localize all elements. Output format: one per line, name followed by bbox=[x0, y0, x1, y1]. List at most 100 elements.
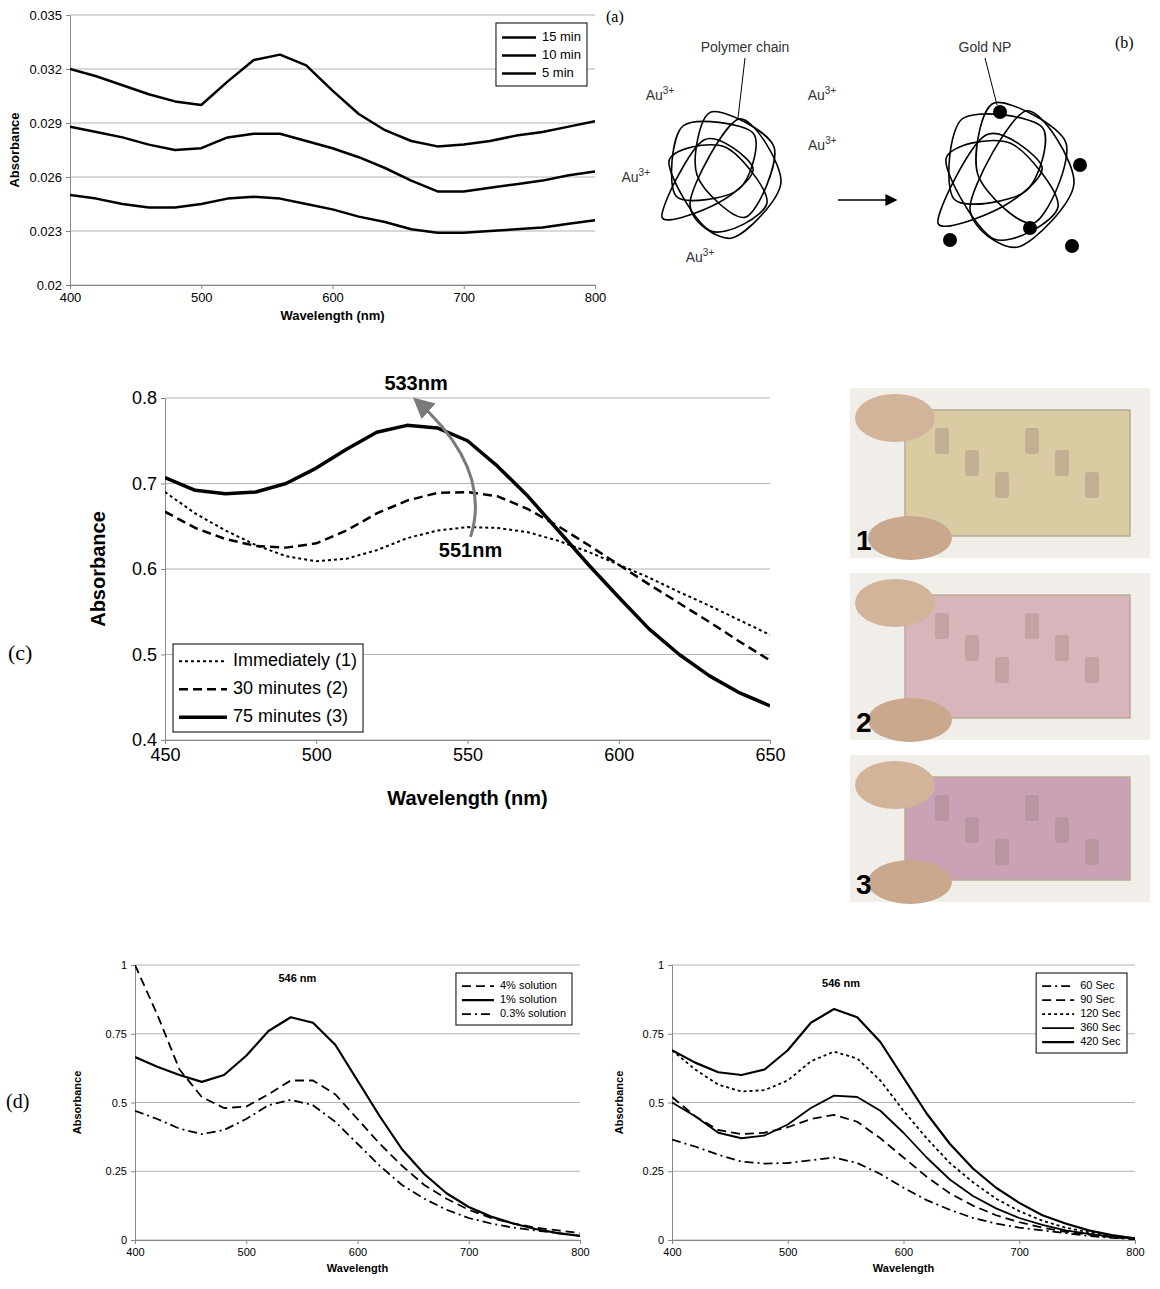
polymer-chain bbox=[695, 112, 774, 218]
film-texture bbox=[1055, 450, 1069, 476]
film-texture bbox=[935, 795, 949, 821]
legend-label: 90 Sec bbox=[1080, 993, 1115, 1005]
tick: 400 bbox=[60, 285, 82, 305]
tick-mark bbox=[580, 1240, 581, 1244]
tick-mark bbox=[66, 123, 70, 124]
tick-mark bbox=[246, 1240, 247, 1244]
tick-mark bbox=[333, 285, 334, 289]
x-axis-title: Wavelength bbox=[327, 1262, 389, 1274]
photo: 1 bbox=[850, 388, 1150, 560]
diagram: Au3+Au3+Au3+Au3+Au3+Polymer chainGold NP… bbox=[621, 34, 1133, 265]
tick-mark bbox=[619, 740, 620, 744]
film-texture bbox=[1085, 839, 1099, 865]
tick-label: 0.5 bbox=[649, 1097, 664, 1109]
nanoparticle-label: Gold NP bbox=[959, 39, 1012, 55]
tick-mark bbox=[358, 1240, 359, 1244]
series-line bbox=[135, 965, 580, 1233]
legend-label: 75 minutes (3) bbox=[233, 706, 348, 726]
annotation: 533nm bbox=[384, 372, 447, 394]
panel-label: (c) bbox=[8, 640, 32, 665]
grid-line bbox=[70, 15, 595, 16]
gold-nanoparticle bbox=[943, 233, 957, 247]
tick-mark bbox=[595, 285, 596, 289]
y-axis-title: Absorbance bbox=[71, 1071, 83, 1135]
finger bbox=[855, 761, 935, 809]
film-texture bbox=[1085, 657, 1099, 683]
tick-label: 800 bbox=[571, 1246, 589, 1258]
tick-mark bbox=[66, 285, 70, 286]
legend-swatch bbox=[502, 54, 536, 57]
y-axis: 0.020.0230.0260.0290.0320.035 bbox=[29, 8, 70, 293]
axis-line bbox=[66, 16, 71, 286]
film-texture bbox=[995, 657, 1009, 683]
legend: 60 Sec90 Sec120 Sec360 Sec420 Sec bbox=[1036, 973, 1127, 1053]
photo: 3 bbox=[850, 755, 1150, 904]
finger bbox=[868, 516, 952, 560]
tick-mark bbox=[668, 965, 672, 966]
grid-line bbox=[672, 1171, 1135, 1172]
film-texture bbox=[1025, 795, 1039, 821]
tick-mark bbox=[904, 1240, 905, 1244]
tick-label: 1 bbox=[121, 959, 127, 971]
film-texture bbox=[965, 450, 979, 476]
reaction-arrow bbox=[838, 199, 895, 201]
tick: 550 bbox=[453, 740, 483, 765]
tick-mark bbox=[668, 1034, 672, 1035]
tick-label: 500 bbox=[302, 745, 332, 765]
y-axis: 00.250.50.751 bbox=[106, 959, 136, 1246]
tick-mark bbox=[66, 15, 70, 16]
grid bbox=[70, 15, 595, 285]
tick-mark bbox=[770, 740, 771, 744]
series-line bbox=[165, 492, 770, 635]
tick: 0.029 bbox=[29, 116, 70, 131]
legend-label: 60 Sec bbox=[1080, 979, 1115, 991]
chart-panel: 4005006007008000.020.0230.0260.0290.0320… bbox=[7, 8, 623, 323]
polymer-chain bbox=[976, 102, 1067, 223]
tick: 0.6 bbox=[132, 559, 165, 579]
tick: 0.032 bbox=[29, 62, 70, 77]
x-axis: 450500550600650 bbox=[150, 740, 785, 765]
tick: 600 bbox=[322, 285, 344, 305]
glass-slide bbox=[905, 777, 1130, 880]
tick-label: 0.6 bbox=[132, 559, 157, 579]
legend-label: 0.3% solution bbox=[500, 1007, 566, 1019]
tick-label: 500 bbox=[191, 290, 213, 305]
tick-label: 400 bbox=[126, 1246, 144, 1258]
tick: 0.75 bbox=[643, 1028, 672, 1040]
series-line bbox=[672, 1096, 1135, 1239]
grid-line bbox=[165, 483, 770, 484]
grid-line bbox=[70, 123, 595, 124]
legend-swatch bbox=[502, 36, 536, 39]
panel-label: (b) bbox=[1115, 34, 1134, 52]
tick: 0.5 bbox=[132, 645, 165, 665]
legend-swatch bbox=[462, 1013, 494, 1015]
y-axis-title: Absorbance bbox=[7, 112, 22, 187]
chart-panel: 40050060070080000.250.50.751WavelengthAb… bbox=[6, 959, 590, 1274]
legend-box bbox=[1036, 973, 1127, 1053]
film-texture bbox=[935, 613, 949, 639]
grid-line bbox=[165, 398, 770, 399]
tick-mark bbox=[161, 569, 165, 570]
grid-line bbox=[672, 1102, 1135, 1103]
finger bbox=[868, 698, 952, 742]
polymer-chain bbox=[970, 111, 1074, 248]
legend-label: Immediately (1) bbox=[233, 650, 357, 670]
tick: 500 bbox=[779, 1240, 797, 1258]
tick-mark bbox=[131, 1103, 135, 1104]
tick: 600 bbox=[604, 740, 634, 765]
tick-mark bbox=[161, 398, 165, 399]
grid-line bbox=[135, 1171, 580, 1172]
tick: 0.026 bbox=[29, 170, 70, 185]
annotation: 551nm bbox=[439, 539, 502, 561]
panel-label: (a) bbox=[606, 8, 624, 26]
tick-mark bbox=[469, 1240, 470, 1244]
x-axis-title: Wavelength bbox=[873, 1262, 935, 1274]
tick-mark bbox=[668, 1171, 672, 1172]
glass-slide bbox=[905, 595, 1130, 718]
tick-label: 0.023 bbox=[29, 224, 62, 239]
tick-mark bbox=[131, 965, 135, 966]
legend: 4% solution1% solution0.3% solution bbox=[456, 973, 572, 1025]
grid bbox=[165, 398, 770, 740]
plot-area bbox=[135, 965, 580, 1236]
tick: 1 bbox=[658, 959, 672, 971]
